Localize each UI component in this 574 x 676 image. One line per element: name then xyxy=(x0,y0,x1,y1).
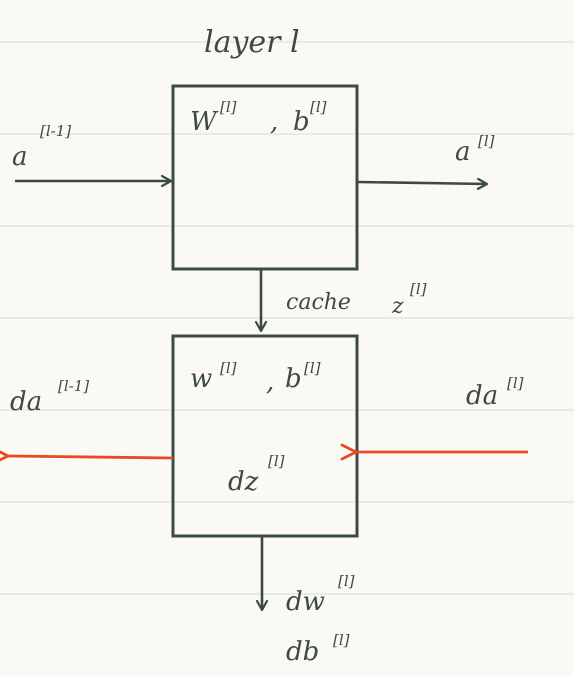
forward-output-sup: [l] xyxy=(478,132,495,150)
cache-var: z xyxy=(391,294,404,319)
backward-output-arrow xyxy=(0,447,174,465)
backward-box xyxy=(171,334,359,538)
forward-sep: , xyxy=(270,107,278,137)
backward-input-base: da xyxy=(466,381,498,411)
grad-w-base: dw xyxy=(286,587,325,617)
forward-input-base: a xyxy=(12,142,28,172)
grad-b-sup: [l] xyxy=(333,631,350,649)
grad-w-sup: [l] xyxy=(338,572,355,590)
backward-input-sup: [l] xyxy=(507,374,524,392)
forward-w-label: W xyxy=(190,107,219,137)
forward-w-sup: [l] xyxy=(220,98,237,116)
forward-b-sup: [l] xyxy=(310,98,327,116)
backward-w-label: w xyxy=(190,364,212,394)
forward-b-label: b xyxy=(293,107,310,137)
backward-b-label: b xyxy=(285,364,302,394)
dz-sup: [l] xyxy=(268,452,285,470)
backward-w-sup: [l] xyxy=(220,359,237,377)
dz-base: dz xyxy=(228,467,259,497)
cache-sup: [l] xyxy=(410,280,427,298)
backward-output-base: da xyxy=(10,387,42,417)
forward-output-arrow xyxy=(357,182,487,184)
backward-output-sup: [l-1] xyxy=(58,377,89,395)
grad-b-base: db xyxy=(286,637,319,667)
backward-b-sup: [l] xyxy=(304,359,321,377)
ruled-lines xyxy=(0,41,574,595)
forward-title: layer l xyxy=(204,25,300,60)
cache-word: cache xyxy=(286,290,351,315)
forward-output-base: a xyxy=(455,137,471,167)
backward-sep: , xyxy=(266,367,274,397)
forward-input-sup: [l-1] xyxy=(40,122,71,140)
forward-box xyxy=(171,84,359,271)
